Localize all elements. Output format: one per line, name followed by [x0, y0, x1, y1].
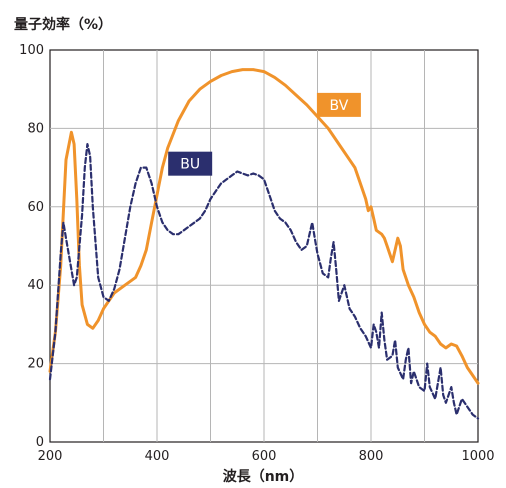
x-axis-title: 波長（nm）: [223, 468, 304, 485]
series-tag-label: BV: [330, 98, 349, 114]
y-tick-label: 60: [27, 200, 44, 215]
x-tick-label: 800: [359, 449, 384, 464]
series-tags: BV BU: [168, 92, 361, 176]
x-tick-label: 1000: [461, 449, 494, 464]
series-lines: [48, 68, 480, 420]
y-tick-label: 40: [27, 278, 44, 293]
x-tick-label: 400: [145, 449, 170, 464]
series-tag-box: [168, 151, 213, 176]
series-tag-label: BU: [180, 157, 200, 173]
series-tag-box: [316, 92, 361, 117]
series-tag-bv: BV: [316, 92, 361, 117]
series-line-bu: [48, 143, 480, 420]
y-axis-title: 量子効率（%）: [14, 16, 112, 33]
grid: [50, 50, 478, 442]
y-tick-label: 100: [19, 43, 44, 58]
y-tick-label: 0: [36, 435, 44, 450]
y-tick-label: 80: [27, 121, 44, 136]
x-tick-label: 200: [38, 449, 63, 464]
x-tick-label: 600: [252, 449, 277, 464]
series-line-bv: [48, 68, 480, 385]
series-tag-bu: BU: [168, 151, 213, 176]
y-tick-label: 20: [27, 357, 44, 372]
tick-labels: 0 20 40 60 80 100 200 400 600 800 1000: [19, 43, 494, 464]
